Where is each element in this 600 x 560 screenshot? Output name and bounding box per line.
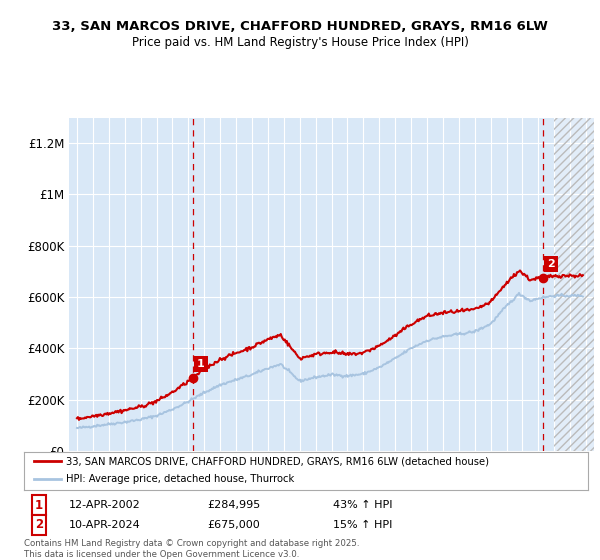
Text: 10-APR-2024: 10-APR-2024 xyxy=(69,520,141,530)
Text: 12-APR-2002: 12-APR-2002 xyxy=(69,500,141,510)
Text: Price paid vs. HM Land Registry's House Price Index (HPI): Price paid vs. HM Land Registry's House … xyxy=(131,36,469,49)
Text: 33, SAN MARCOS DRIVE, CHAFFORD HUNDRED, GRAYS, RM16 6LW: 33, SAN MARCOS DRIVE, CHAFFORD HUNDRED, … xyxy=(52,20,548,32)
Bar xyxy=(554,118,594,451)
Text: £675,000: £675,000 xyxy=(207,520,260,530)
Text: 2: 2 xyxy=(35,518,43,531)
Text: 15% ↑ HPI: 15% ↑ HPI xyxy=(333,520,392,530)
Text: Contains HM Land Registry data © Crown copyright and database right 2025.
This d: Contains HM Land Registry data © Crown c… xyxy=(24,539,359,559)
Text: £284,995: £284,995 xyxy=(207,500,260,510)
Text: 43% ↑ HPI: 43% ↑ HPI xyxy=(333,500,392,510)
Text: 33, SAN MARCOS DRIVE, CHAFFORD HUNDRED, GRAYS, RM16 6LW (detached house): 33, SAN MARCOS DRIVE, CHAFFORD HUNDRED, … xyxy=(66,456,490,466)
Text: 2: 2 xyxy=(547,259,554,269)
Bar xyxy=(554,118,594,451)
Text: HPI: Average price, detached house, Thurrock: HPI: Average price, detached house, Thur… xyxy=(66,474,295,484)
Text: 1: 1 xyxy=(35,498,43,512)
Text: 1: 1 xyxy=(197,358,205,368)
